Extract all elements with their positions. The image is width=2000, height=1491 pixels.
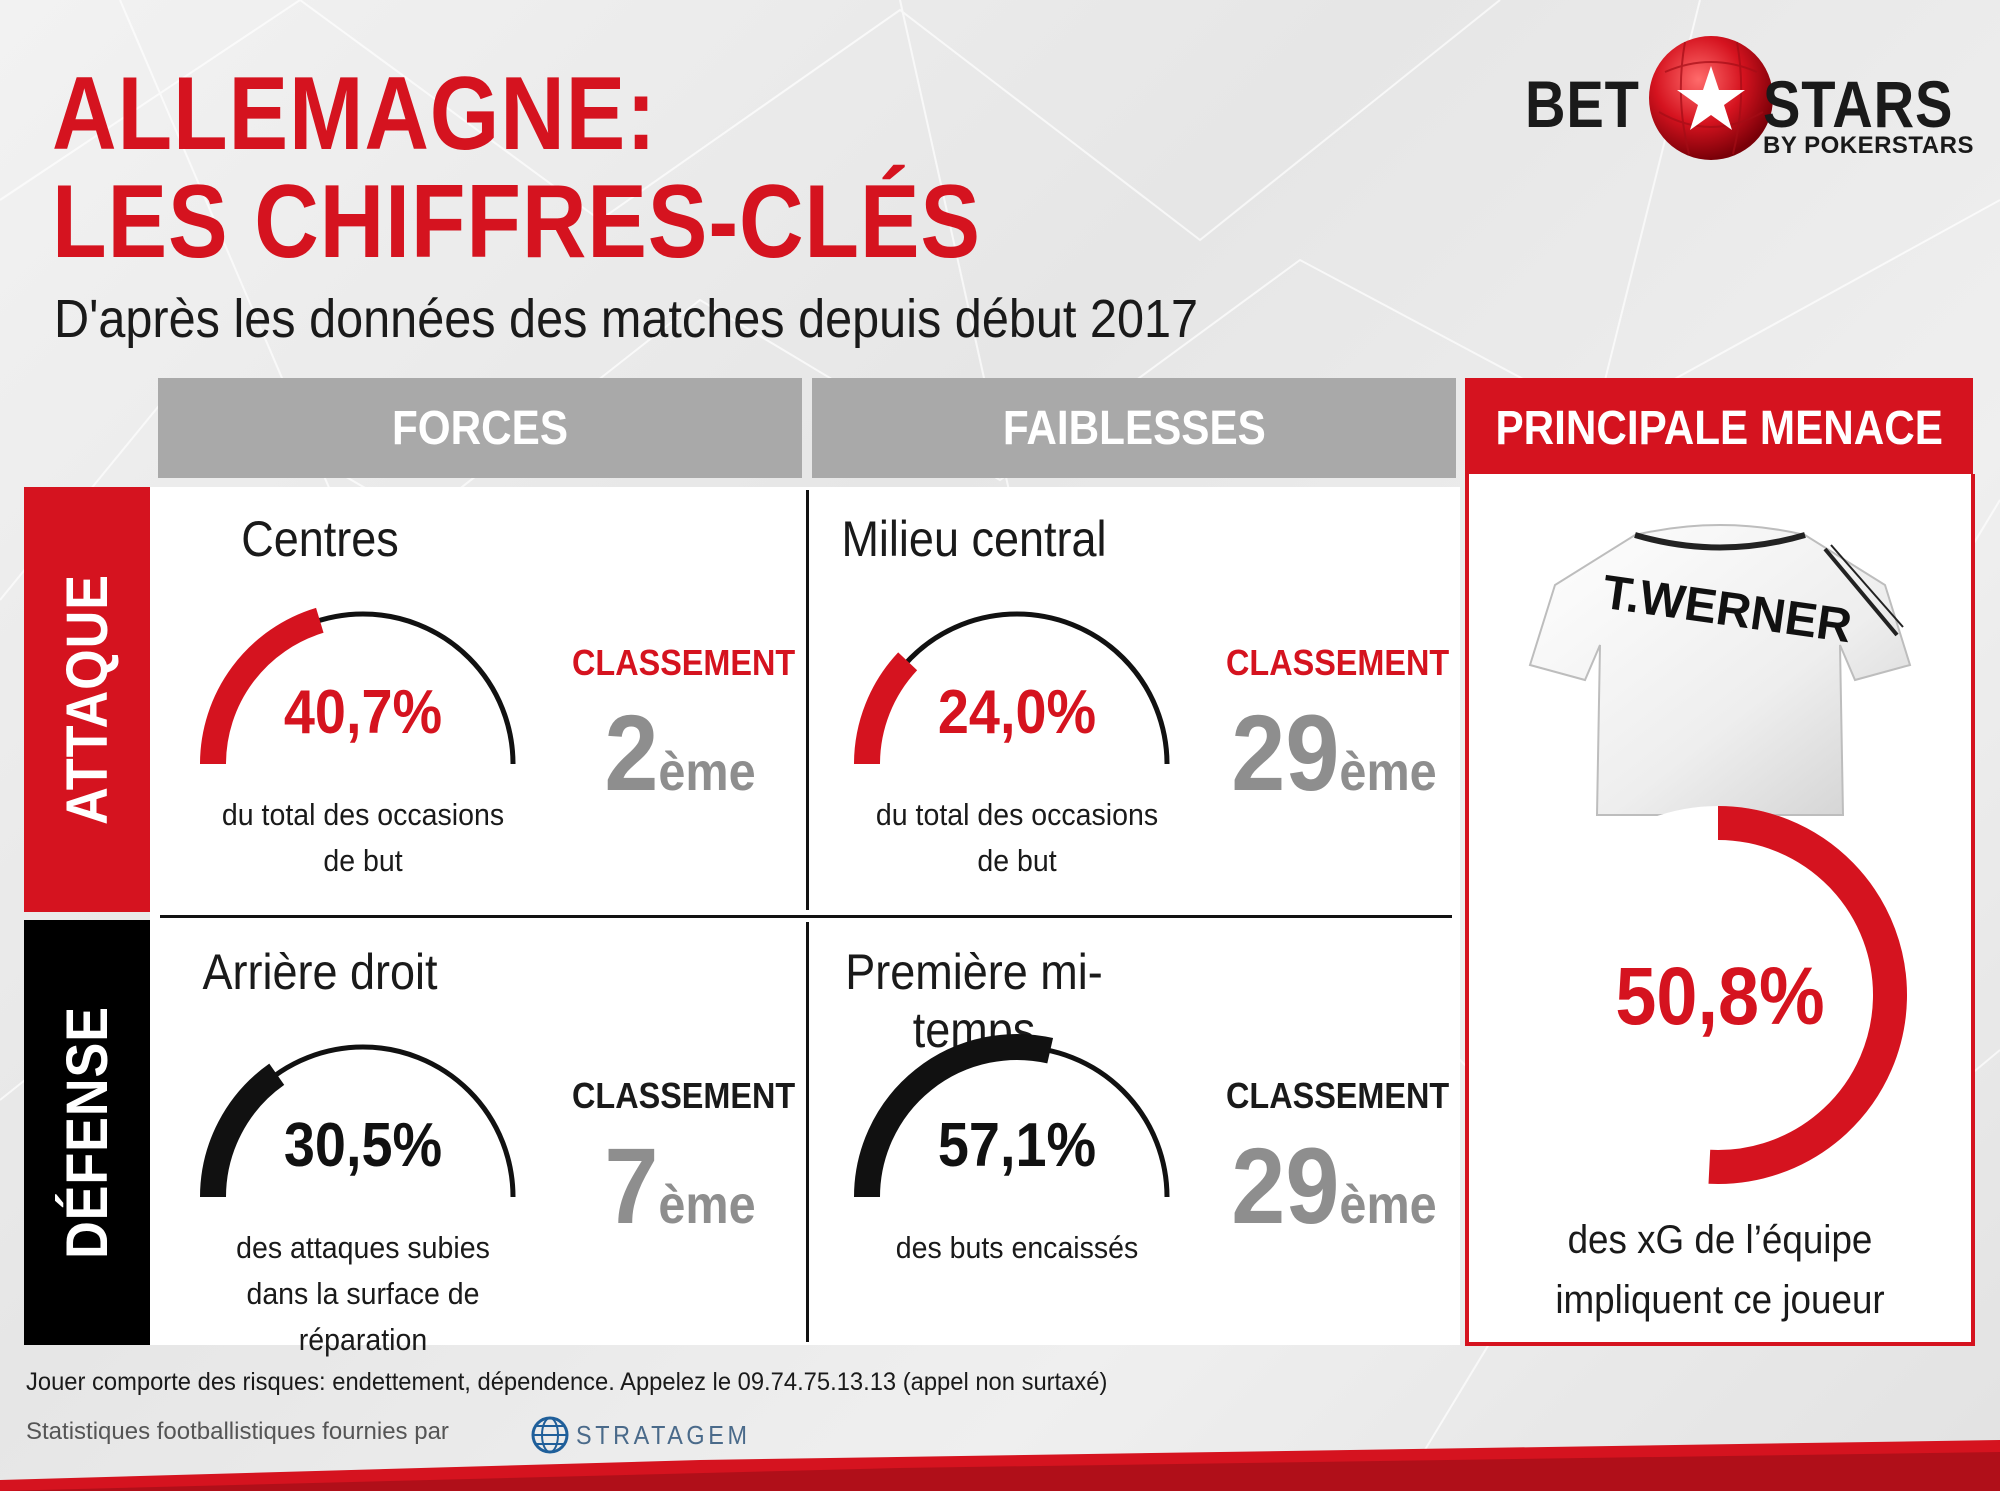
bottom-red-band (0, 1440, 2000, 1491)
grid-divider-horizontal (160, 915, 1452, 918)
rank-suffix: ème (658, 742, 756, 802)
column-header-faiblesses: FAIBLESSES (812, 378, 1456, 478)
rank-number: 7 (604, 1125, 659, 1246)
provider-name: STRATAGEM (576, 1419, 751, 1450)
stat-description: du total des occasions de but (875, 797, 1159, 878)
stat-cell-centres: Centres 40,7% du total des occasions de … (160, 492, 800, 912)
rank-label: CLASSEMENT (572, 1075, 796, 1116)
stat-description: du total des occasions de but (221, 797, 505, 878)
gauge-chart (200, 1044, 516, 1198)
rank-label: CLASSEMENT (1226, 1075, 1450, 1116)
gauge-fill (854, 652, 918, 765)
jersey-icon: T.WERNER (1528, 524, 1912, 816)
soccer-ball-star-icon (1649, 36, 1773, 160)
gauge-chart (200, 607, 516, 765)
menace-description: des xG de l’équipe impliquent ce joueur (1555, 1218, 1885, 1322)
title-line-2: LES CHIFFRES-CLÉS (52, 164, 981, 280)
gauge-chart (854, 611, 1170, 765)
rank-number: 29 (1231, 692, 1340, 813)
rank-value: 7ème (572, 1123, 788, 1248)
gauge-fill (200, 607, 324, 765)
stat-title: Arrière droit (202, 944, 438, 1000)
title-line-1: ALLEMAGNE: (52, 56, 657, 172)
rank-number: 2 (604, 692, 659, 813)
rank-value: 29ème (1226, 1123, 1442, 1248)
menace-value: 50,8% (1615, 951, 1825, 1042)
column-header-forces: FORCES (158, 378, 802, 478)
stat-title: Centres (241, 511, 399, 567)
provider-text: Statistiques footballistiques fournies p… (26, 1418, 449, 1445)
gauge-chart (854, 1034, 1170, 1198)
row-label-attaque: ATTAQUE (24, 487, 150, 912)
stat-value: 40,7% (283, 678, 443, 747)
stat-cell-arriere-droit: Arrière droit 30,5% des attaques subies … (160, 925, 800, 1357)
globe-icon (531, 1416, 569, 1454)
page-title: ALLEMAGNE: LES CHIFFRES-CLÉS (52, 60, 981, 276)
stat-value: 24,0% (937, 678, 1097, 747)
rank-suffix: ème (1339, 742, 1437, 802)
donut-chart (1529, 806, 1907, 1184)
rank-suffix: ème (658, 1175, 756, 1235)
logo-word-stars: STARS (1763, 67, 1954, 141)
stat-cell-milieu-central: Milieu central 24,0% du total des occasi… (814, 492, 1454, 912)
gauge-fill (854, 1034, 1054, 1198)
stratagem-logo: STRATAGEM (530, 1413, 770, 1457)
page-subtitle: D'après les données des matches depuis d… (54, 289, 1199, 349)
logo-word-bet: BET (1525, 67, 1640, 141)
grid-divider-vertical-top (806, 490, 809, 910)
gambling-disclaimer: Jouer comporte des risques: endettement,… (26, 1368, 1108, 1396)
stat-title: Milieu central (841, 511, 1107, 567)
rank-value: 29ème (1226, 690, 1442, 815)
rank-label: CLASSEMENT (1226, 642, 1450, 683)
rank-label: CLASSEMENT (572, 642, 796, 683)
rank-value: 2ème (572, 690, 788, 815)
stat-value: 30,5% (283, 1111, 443, 1180)
grid-divider-vertical-bottom (806, 922, 809, 1342)
stat-value: 57,1% (937, 1111, 1097, 1180)
rank-number: 29 (1231, 1125, 1340, 1246)
betstars-logo: BET STARS BY POKERSTARS (1525, 32, 1973, 172)
row-label-defense: DÉFENSE (24, 920, 150, 1345)
donut-arc (1708, 806, 1907, 1184)
logo-tagline: BY POKERSTARS (1763, 132, 1974, 159)
stat-cell-premiere-mi-temps: Première mi-temps 57,1% des buts encaiss… (814, 925, 1454, 1345)
rank-suffix: ème (1339, 1175, 1437, 1235)
gauge-fill (200, 1063, 285, 1198)
stat-description: des buts encaissés (895, 1230, 1139, 1265)
stat-description: des attaques subies dans la surface de r… (236, 1230, 490, 1357)
column-header-menace: PRINCIPALE MENACE (1465, 378, 1973, 478)
